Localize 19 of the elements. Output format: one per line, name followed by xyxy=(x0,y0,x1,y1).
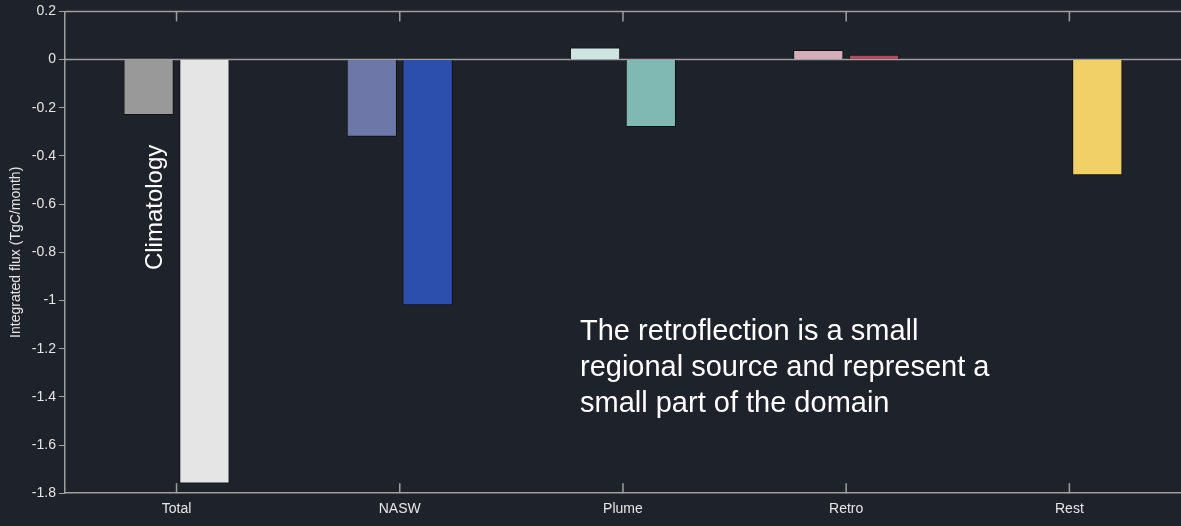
y-tick-label: -0.4 xyxy=(31,146,57,163)
y-tick-label: -0.6 xyxy=(31,194,57,211)
x-tick-label: Rest xyxy=(1054,500,1084,517)
y-tick-label: -1.6 xyxy=(31,435,57,452)
y-tick-label: -1.4 xyxy=(31,387,57,404)
x-tick-label: Total xyxy=(161,500,192,517)
x-tick-label: Retro xyxy=(829,500,864,517)
x-tick-label: NASW xyxy=(378,500,422,517)
y-tick-label: -0.8 xyxy=(31,243,57,260)
annotation: The retroflection is a small regional source and represent a small part of the domain xyxy=(580,314,991,418)
y-tick-label: -1.8 xyxy=(31,484,57,501)
x-tick-label: Plume xyxy=(603,500,644,517)
y-tick-label: -0.2 xyxy=(31,98,57,115)
annotation: Climatology xyxy=(139,144,167,271)
y-tick-label: 0.2 xyxy=(36,2,57,19)
y-tick-label: 0 xyxy=(48,50,57,67)
y-tick-label: -1 xyxy=(43,291,57,308)
y-axis-title: Integrated flux (TgC/month) xyxy=(7,166,24,338)
y-tick-label: -1.2 xyxy=(31,339,57,356)
